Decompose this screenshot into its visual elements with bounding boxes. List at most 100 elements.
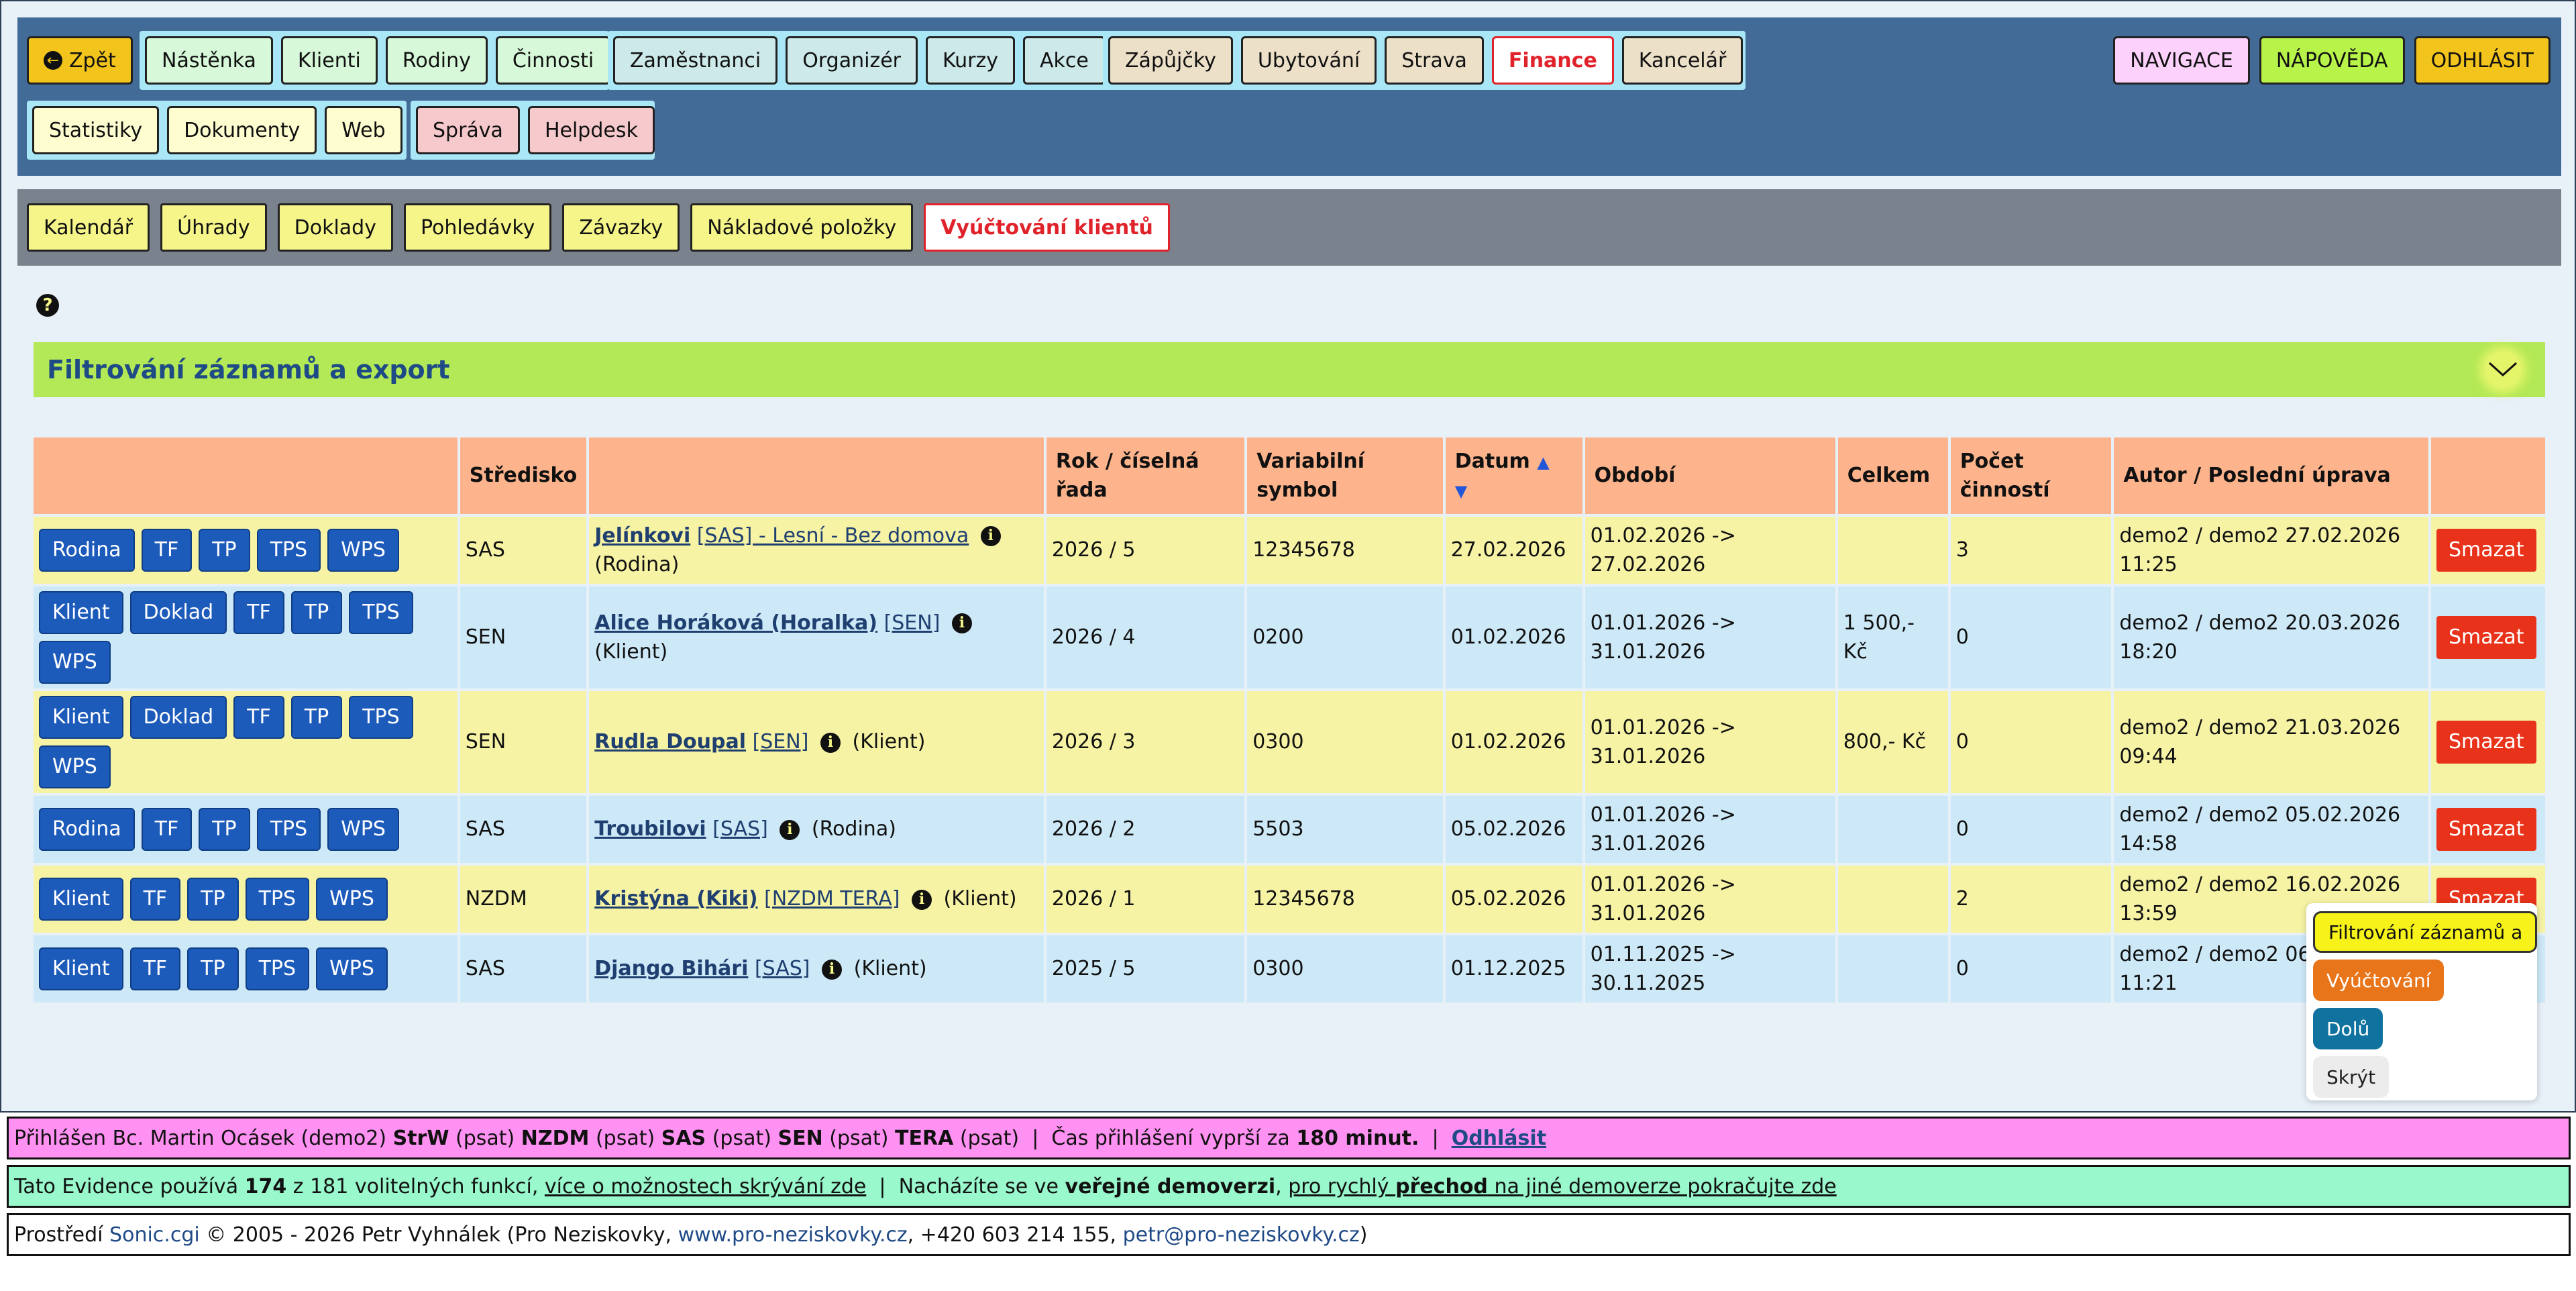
- subnav-cost-items[interactable]: Nákladové položky: [690, 203, 914, 252]
- nav-accommodation[interactable]: Ubytování: [1240, 36, 1377, 85]
- subject-code-link[interactable]: [SEN]: [883, 611, 941, 635]
- nav-events[interactable]: Akce: [1023, 36, 1106, 85]
- logout-button[interactable]: ODHLÁSIT: [2414, 36, 2551, 85]
- row-action-button[interactable]: Klient: [39, 947, 123, 990]
- row-action-button[interactable]: TPS: [349, 591, 413, 634]
- nav-loans[interactable]: Zápůjčky: [1108, 36, 1233, 85]
- row-action-button[interactable]: TF: [129, 878, 181, 921]
- nav-finance[interactable]: Finance: [1491, 36, 1614, 85]
- row-action-button[interactable]: TP: [187, 878, 239, 921]
- info-icon[interactable]: i: [912, 889, 932, 910]
- row-action-button[interactable]: Klient: [39, 591, 123, 634]
- nav-admin[interactable]: Správa: [416, 106, 520, 154]
- question-mark-icon[interactable]: ?: [36, 294, 59, 317]
- delete-button[interactable]: Smazat: [2436, 616, 2536, 659]
- email-link[interactable]: petr@pro-neziskovky.cz: [1122, 1223, 1360, 1247]
- subject-code-link[interactable]: [SAS] - Lesní - Bez domova: [696, 523, 969, 548]
- help-button[interactable]: NÁPOVĚDA: [2259, 36, 2405, 85]
- subject-name-link[interactable]: Django Bihári: [594, 957, 749, 981]
- row-action-button[interactable]: WPS: [327, 808, 399, 851]
- row-action-button[interactable]: WPS: [39, 641, 111, 684]
- filter-export-bar[interactable]: Filtrování záznamů a export: [34, 342, 2545, 397]
- nav-organizer[interactable]: Organizér: [786, 36, 918, 85]
- row-action-button[interactable]: TF: [233, 696, 284, 739]
- row-action-button[interactable]: Rodina: [39, 808, 135, 851]
- row-action-button[interactable]: TF: [129, 947, 181, 990]
- row-action-button[interactable]: Rodina: [39, 529, 135, 572]
- subnav-calendar[interactable]: Kalendář: [27, 203, 150, 252]
- delete-button[interactable]: Smazat: [2436, 808, 2536, 851]
- subject-code-link[interactable]: [SAS]: [712, 817, 768, 841]
- row-action-button[interactable]: TPS: [256, 529, 321, 572]
- row-action-button[interactable]: Klient: [39, 696, 123, 739]
- row-action-button[interactable]: TP: [187, 947, 239, 990]
- col-date[interactable]: Datum ▲ ▼: [1445, 437, 1582, 514]
- info-icon[interactable]: i: [820, 732, 841, 753]
- subnav-client-billing[interactable]: Vyúčtování klientů: [924, 203, 1170, 252]
- subject-code-link[interactable]: [SAS]: [754, 957, 810, 981]
- row-action-button[interactable]: WPS: [327, 529, 399, 572]
- subject-name-link[interactable]: Kristýna (Kiki): [594, 887, 758, 911]
- nav-dashboard[interactable]: Nástěnka: [145, 36, 273, 85]
- row-action-button[interactable]: TF: [141, 808, 193, 851]
- row-action-button[interactable]: TF: [141, 529, 193, 572]
- nav-food[interactable]: Strava: [1385, 36, 1484, 85]
- row-action-button[interactable]: WPS: [316, 947, 388, 990]
- nav-activities[interactable]: Činnosti: [495, 36, 611, 85]
- sort-desc-icon[interactable]: ▼: [1454, 482, 1468, 501]
- row-action-button[interactable]: TP: [290, 696, 343, 739]
- row-action-button[interactable]: TP: [290, 591, 343, 634]
- row-action-button[interactable]: TPS: [245, 878, 310, 921]
- website-link[interactable]: www.pro-neziskovky.cz: [678, 1223, 908, 1247]
- info-icon[interactable]: i: [980, 526, 1001, 546]
- subject-name-link[interactable]: Alice Horáková (Horalka): [594, 611, 878, 635]
- row-action-button[interactable]: TPS: [256, 808, 321, 851]
- nav-courses[interactable]: Kurzy: [925, 36, 1016, 85]
- delete-button[interactable]: Smazat: [2436, 529, 2536, 572]
- row-action-button[interactable]: TF: [233, 591, 284, 634]
- nav-employees[interactable]: Zaměstnanci: [613, 36, 778, 85]
- row-action-button[interactable]: TPS: [245, 947, 310, 990]
- nav-documents[interactable]: Dokumenty: [167, 106, 317, 154]
- row-action-button[interactable]: Klient: [39, 878, 123, 921]
- nav-families[interactable]: Rodiny: [385, 36, 488, 85]
- nav-clients[interactable]: Klienti: [280, 36, 378, 85]
- subnav-documents[interactable]: Doklady: [277, 203, 393, 252]
- row-action-button[interactable]: TP: [199, 808, 250, 851]
- subject-name-link[interactable]: Troubilovi: [594, 817, 706, 841]
- popup-down-button[interactable]: Dolů: [2313, 1008, 2383, 1049]
- nav-office[interactable]: Kancelář: [1621, 36, 1743, 85]
- row-action-button[interactable]: Doklad: [129, 591, 227, 634]
- info-icon[interactable]: i: [822, 959, 843, 980]
- navigation-button[interactable]: NAVIGACE: [2113, 36, 2250, 85]
- subnav-liabilities[interactable]: Závazky: [562, 203, 680, 252]
- subject-name-link[interactable]: Rudla Doupal: [594, 730, 747, 754]
- popup-billing-button[interactable]: Vyúčtování: [2313, 960, 2445, 1001]
- hiding-options-link[interactable]: více o možnostech skrývání zde: [544, 1174, 867, 1198]
- popup-filter-button[interactable]: Filtrování záznamů a: [2313, 911, 2537, 953]
- delete-button[interactable]: Smazat: [2436, 721, 2536, 764]
- row-action-button[interactable]: WPS: [316, 878, 388, 921]
- switch-demo-link[interactable]: pro rychlý přechod na jiné demoverze pok…: [1288, 1175, 1837, 1198]
- row-action-button[interactable]: WPS: [39, 745, 111, 788]
- env-link[interactable]: Sonic.cgi: [109, 1223, 200, 1247]
- nav-statistics[interactable]: Statistiky: [32, 106, 160, 154]
- subject-code-link[interactable]: [NZDM TERA]: [764, 887, 900, 911]
- nav-helpdesk[interactable]: Helpdesk: [527, 106, 655, 154]
- row-action-button[interactable]: TPS: [349, 696, 413, 739]
- popup-hide-button[interactable]: Skrýt: [2313, 1056, 2390, 1098]
- subject-code-link[interactable]: [SEN]: [752, 730, 809, 754]
- footer-logout-link[interactable]: Odhlásit: [1451, 1126, 1547, 1150]
- nav-web[interactable]: Web: [325, 106, 402, 154]
- row-action-button[interactable]: TP: [199, 529, 250, 572]
- subject-name-link[interactable]: Jelínkovi: [594, 523, 691, 548]
- subnav-payments[interactable]: Úhrady: [160, 203, 267, 252]
- back-button[interactable]: ← Zpět: [27, 36, 133, 85]
- unit-permissions: StrW (psat) NZDM (psat) SAS (psat) SEN (…: [393, 1127, 1020, 1150]
- info-icon[interactable]: i: [951, 613, 972, 633]
- row-action-button[interactable]: Doklad: [129, 696, 227, 739]
- chevron-down-icon[interactable]: [2485, 352, 2521, 388]
- subnav-receivables[interactable]: Pohledávky: [403, 203, 552, 252]
- sort-asc-icon[interactable]: ▲: [1537, 452, 1550, 472]
- info-icon[interactable]: i: [780, 819, 800, 840]
